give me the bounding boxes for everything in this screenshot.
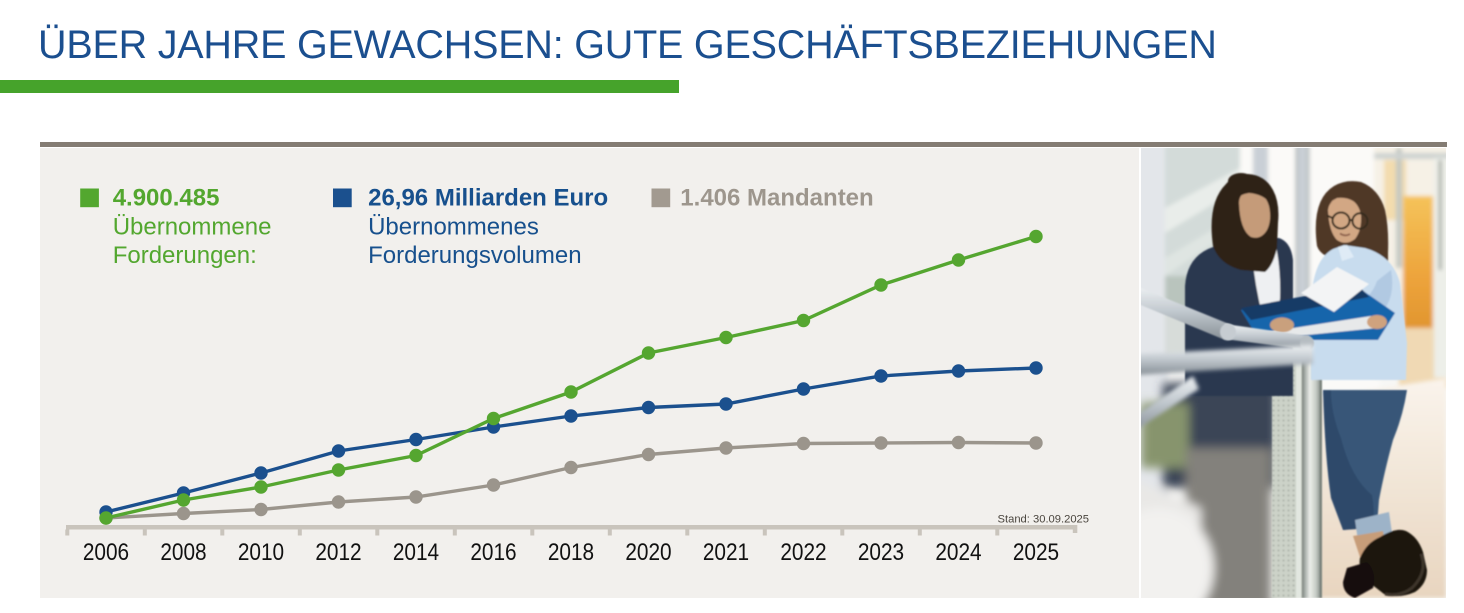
svg-text:1.406 Mandanten: 1.406 Mandanten — [680, 185, 873, 212]
svg-text:2021: 2021 — [703, 539, 749, 566]
svg-text:2008: 2008 — [160, 539, 206, 566]
svg-text:2025: 2025 — [1013, 539, 1059, 566]
svg-text:4.900.485: 4.900.485 — [113, 185, 220, 212]
svg-text:Forderungsvolumen: Forderungsvolumen — [368, 242, 581, 269]
svg-text:2020: 2020 — [625, 539, 671, 566]
svg-text:Forderungen:: Forderungen: — [113, 242, 257, 269]
svg-text:2018: 2018 — [548, 539, 594, 566]
svg-text:2024: 2024 — [935, 539, 981, 566]
svg-text:Übernommene: Übernommene — [113, 214, 272, 241]
svg-text:Übernommenes: Übernommenes — [368, 214, 539, 241]
svg-text:2016: 2016 — [470, 539, 516, 566]
svg-text:2022: 2022 — [780, 539, 826, 566]
svg-text:2010: 2010 — [238, 539, 284, 566]
svg-text:2023: 2023 — [858, 539, 904, 566]
svg-text:2012: 2012 — [315, 539, 361, 566]
svg-text:Stand: 30.09.2025: Stand: 30.09.2025 — [998, 513, 1089, 525]
svg-text:2014: 2014 — [393, 539, 439, 566]
svg-text:2006: 2006 — [83, 539, 129, 566]
svg-text:26,96 Milliarden Euro: 26,96 Milliarden Euro — [368, 185, 608, 212]
